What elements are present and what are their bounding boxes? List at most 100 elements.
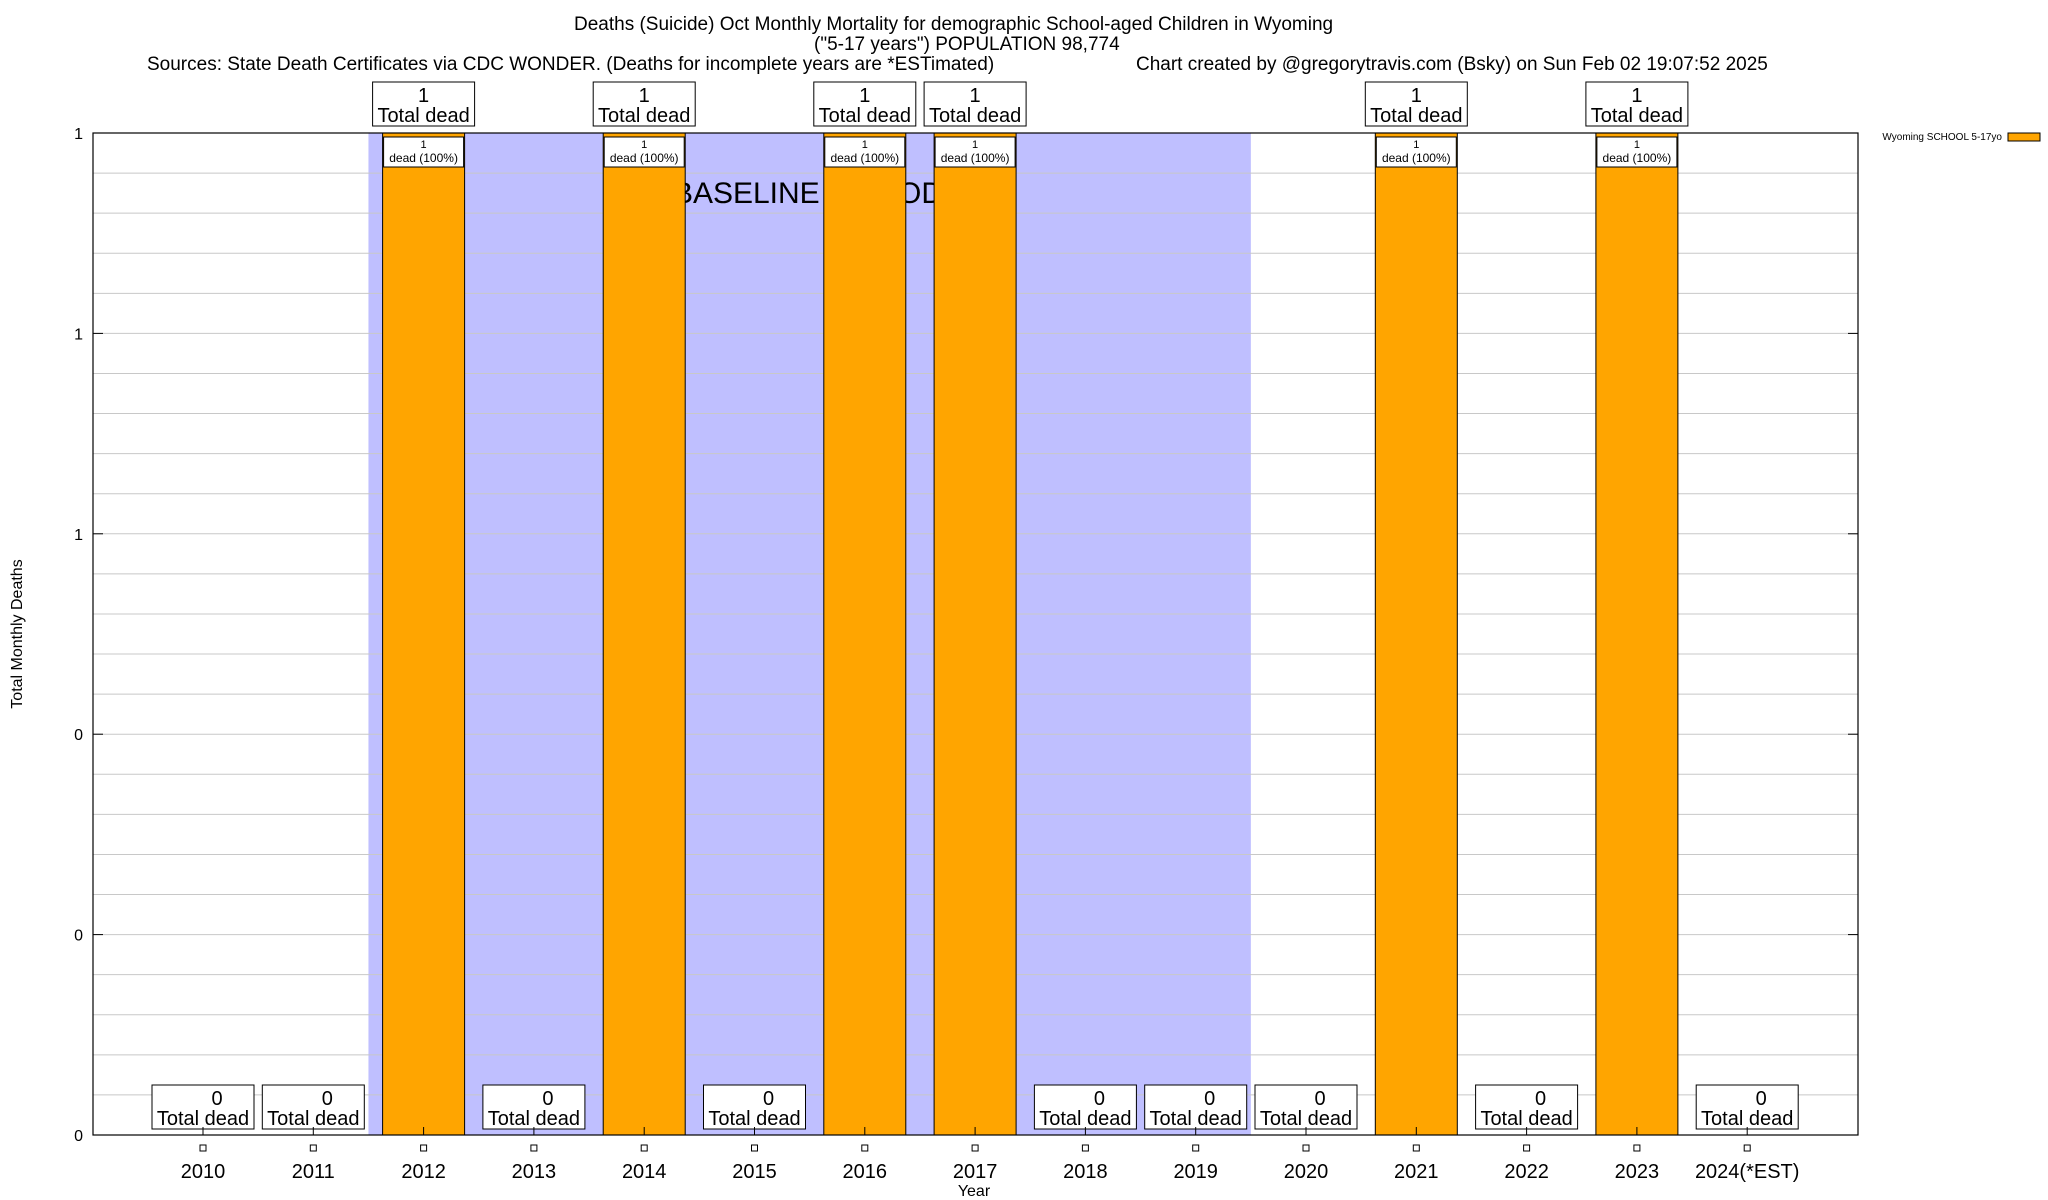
bar-label-value-2016: 1 [862, 139, 868, 151]
x-tick-label-2021: 2021 [1394, 1161, 1439, 1183]
x-axis-label: Year [958, 1183, 991, 1200]
bar-label-value-2017: 1 [972, 139, 978, 151]
bar-label-box-2016 [824, 136, 906, 168]
bar-label-value-2023: 1 [1634, 139, 1640, 151]
total-label-2012: Total dead [377, 105, 469, 127]
y-tick-label: 0 [74, 1128, 83, 1145]
bar-label-value-2021: 1 [1413, 139, 1419, 151]
x-tick-label-2016: 2016 [843, 1161, 888, 1183]
total-value-2016: 1 [859, 85, 870, 107]
bar-2023 [1595, 132, 1679, 1136]
total-box-2010 [151, 1084, 255, 1130]
bar-label-value-2014: 1 [641, 139, 647, 151]
bar-label-text-2014: dead (100%) [610, 151, 679, 165]
y-tick-label: 1 [74, 527, 83, 544]
x-marker-2021 [1412, 1144, 1420, 1152]
baseline-period-band [368, 133, 1251, 1135]
total-label-2019: Total dead [1150, 1108, 1242, 1130]
x-marker-2013 [530, 1144, 538, 1152]
y-tick-label: 1 [74, 126, 83, 143]
x-tick-label-2011: 2011 [292, 1161, 335, 1183]
x-marker-2011 [309, 1144, 317, 1152]
total-label-2013: Total dead [488, 1108, 580, 1130]
total-box-2019 [1144, 1084, 1248, 1130]
bar-label-text-2017: dead (100%) [941, 151, 1010, 165]
total-box-2013 [482, 1084, 586, 1130]
bar-2016 [823, 132, 907, 1136]
total-label-2016: Total dead [819, 105, 911, 127]
x-marker-2012 [420, 1144, 428, 1152]
total-box-2022 [1475, 1084, 1579, 1130]
total-label-2011: Total dead [267, 1108, 359, 1130]
x-marker-2020 [1302, 1144, 1310, 1152]
x-tick-label-2024(*EST): 2024(*EST) [1695, 1161, 1800, 1183]
bar-label-box-2023 [1596, 136, 1678, 168]
total-label-2023: Total dead [1591, 105, 1683, 127]
total-value-2010: 0 [211, 1088, 222, 1110]
total-label-2010: Total dead [157, 1108, 249, 1130]
bar-2017 [933, 132, 1017, 1136]
x-marker-2019 [1192, 1144, 1200, 1152]
total-box-2021 [1364, 81, 1468, 127]
total-label-2014: Total dead [598, 105, 690, 127]
x-tick-label-2017: 2017 [953, 1161, 998, 1183]
total-value-2018: 0 [1094, 1088, 1105, 1110]
chart-sources: Sources: State Death Certificates via CD… [147, 54, 995, 75]
bar-label-text-2023: dead (100%) [1603, 151, 1672, 165]
total-box-2015 [703, 1084, 806, 1130]
bar-label-box-2012 [383, 136, 465, 168]
total-value-2019: 0 [1204, 1088, 1215, 1110]
total-value-2023: 1 [1631, 85, 1642, 107]
legend-label: Wyoming SCHOOL 5-17yo [1882, 132, 2002, 143]
total-box-2018 [1033, 1084, 1137, 1130]
total-label-2020: Total dead [1260, 1108, 1352, 1130]
total-value-2015: 0 [763, 1088, 774, 1110]
bar-2021 [1374, 132, 1458, 1136]
total-box-2020 [1254, 1084, 1358, 1130]
x-marker-2022 [1523, 1144, 1531, 1152]
legend-swatch [2007, 132, 2041, 142]
total-value-2012: 1 [418, 85, 429, 107]
total-label-2017: Total dead [929, 105, 1021, 127]
x-tick-label-2014: 2014 [622, 1161, 667, 1183]
x-marker-2017 [971, 1144, 979, 1152]
total-value-2022: 0 [1535, 1088, 1546, 1110]
total-value-2011: 0 [322, 1088, 333, 1110]
y-tick-label: 0 [74, 928, 83, 945]
bar-label-value-2012: 1 [421, 139, 427, 151]
bar-label-box-2014 [603, 136, 685, 168]
x-tick-label-2010: 2010 [181, 1161, 226, 1183]
bar-label-text-2012: dead (100%) [389, 151, 458, 165]
x-marker-2016 [861, 1144, 869, 1152]
total-box-2024(*EST) [1695, 1084, 1799, 1130]
x-marker-2014 [640, 1144, 648, 1152]
y-tick-label: 1 [74, 326, 83, 343]
y-tick-label: 0 [74, 727, 83, 744]
total-value-2020: 0 [1314, 1088, 1325, 1110]
chart-credit: Chart created by @gregorytravis.com (Bsk… [1136, 54, 1768, 75]
x-tick-label-2019: 2019 [1173, 1161, 1218, 1183]
total-label-2024(*EST): Total dead [1701, 1108, 1793, 1130]
total-value-2014: 1 [639, 85, 650, 107]
x-marker-2015 [751, 1144, 758, 1152]
x-tick-label-2012: 2012 [401, 1161, 446, 1183]
y-axis-label: Total Monthly Deaths [9, 559, 26, 708]
x-tick-label-2013: 2013 [512, 1161, 557, 1183]
total-value-2017: 1 [970, 85, 981, 107]
total-label-2022: Total dead [1480, 1108, 1572, 1130]
total-box-2017 [923, 81, 1027, 127]
total-label-2015: Total dead [708, 1108, 800, 1130]
bar-label-box-2017 [934, 136, 1016, 168]
total-value-2024(*EST): 0 [1756, 1088, 1767, 1110]
total-box-2012 [372, 81, 476, 127]
bar-2014 [602, 132, 686, 1136]
chart-title-line-1: Deaths (Suicide) Oct Monthly Mortality f… [574, 14, 1334, 35]
total-label-2018: Total dead [1039, 1108, 1131, 1130]
x-tick-label-2020: 2020 [1284, 1161, 1329, 1183]
bar-label-box-2021 [1375, 136, 1457, 168]
bar-label-text-2021: dead (100%) [1382, 151, 1451, 165]
total-box-2016 [813, 81, 917, 127]
bar-2012 [382, 132, 466, 1136]
total-value-2021: 1 [1411, 85, 1422, 107]
